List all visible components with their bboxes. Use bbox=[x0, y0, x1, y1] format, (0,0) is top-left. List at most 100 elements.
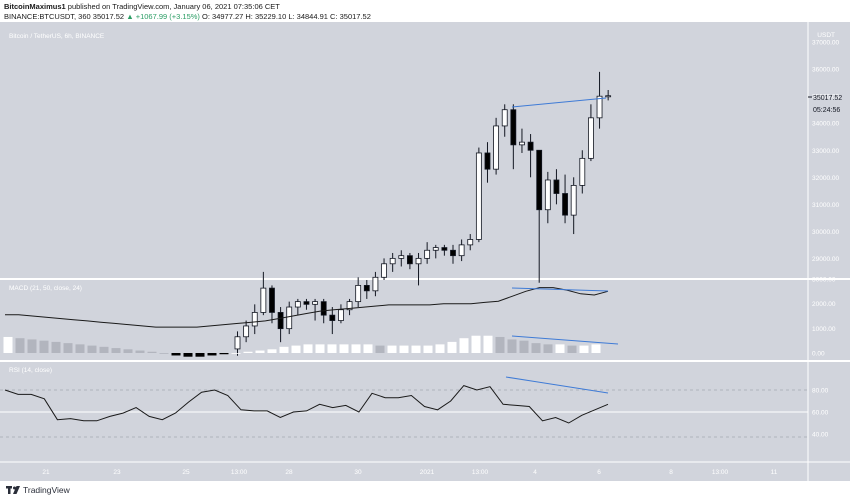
macd-histogram-bar bbox=[459, 338, 469, 353]
rsi-tick-label: 80.00 bbox=[812, 388, 829, 395]
macd-histogram-bar bbox=[123, 349, 133, 353]
candle-body bbox=[303, 301, 310, 305]
macd-histogram-bar bbox=[255, 350, 265, 353]
macd-histogram-bar bbox=[159, 353, 169, 354]
macd-histogram-bar bbox=[411, 345, 421, 353]
macd-trendline[interactable] bbox=[511, 287, 609, 292]
candle bbox=[605, 90, 612, 101]
candle bbox=[406, 252, 413, 270]
candle-body bbox=[277, 312, 284, 330]
candle-body bbox=[406, 255, 413, 265]
candle-body bbox=[596, 95, 603, 119]
tradingview-logo[interactable]: TradingView bbox=[6, 485, 70, 495]
candle bbox=[441, 244, 448, 256]
price-trendline[interactable] bbox=[511, 97, 607, 108]
candle bbox=[329, 307, 336, 335]
candle bbox=[553, 169, 560, 205]
macd-histogram-bar bbox=[399, 345, 409, 353]
candle-body bbox=[286, 306, 293, 330]
candle bbox=[251, 304, 258, 335]
macd-histogram-bar bbox=[51, 341, 61, 353]
candle bbox=[493, 117, 500, 175]
macd-histogram bbox=[3, 335, 601, 357]
candle-body bbox=[544, 179, 551, 211]
candle bbox=[260, 271, 267, 316]
candle bbox=[527, 134, 534, 178]
countdown-label: 05:24:56 bbox=[813, 107, 840, 114]
macd-histogram-bar bbox=[219, 353, 229, 355]
macd-histogram-bar bbox=[243, 351, 253, 353]
candle-body bbox=[329, 314, 336, 321]
chart-canvas[interactable]: Bitcoin / TetherUS, 6h, BINANCE USDT MAC… bbox=[0, 22, 850, 481]
candle bbox=[294, 298, 301, 316]
candle-body bbox=[475, 152, 482, 240]
price-tick-label: 36000.00 bbox=[812, 67, 839, 74]
time-axis-label: 23 bbox=[113, 469, 121, 476]
candle bbox=[544, 171, 551, 224]
candle bbox=[458, 239, 465, 262]
macd-line bbox=[5, 287, 609, 328]
last-price-label: 35017.52 bbox=[813, 95, 842, 102]
time-axis-label: 21 bbox=[42, 469, 50, 476]
price-axis-ticks: 37000.00 36000.00 35000.00 34000.00 33000.00… bbox=[812, 40, 839, 263]
candle bbox=[588, 104, 594, 162]
time-axis-label: 6 bbox=[597, 469, 601, 476]
candle-body bbox=[424, 249, 431, 259]
candle-body bbox=[389, 257, 396, 265]
macd-label: MACD (21, 50, close, 24) bbox=[9, 285, 82, 292]
macd-histogram-bar bbox=[351, 344, 361, 353]
candle bbox=[389, 252, 396, 272]
macd-histogram-bar bbox=[147, 351, 157, 353]
candle-body bbox=[398, 255, 405, 259]
macd-histogram-bar bbox=[3, 336, 13, 353]
price-tick-label: 30000.00 bbox=[812, 229, 839, 236]
candle-body bbox=[355, 285, 362, 303]
macd-histogram-bar bbox=[543, 344, 553, 353]
macd-histogram-bar bbox=[303, 344, 313, 353]
candle bbox=[450, 244, 456, 264]
candle-body bbox=[484, 152, 491, 170]
candle bbox=[501, 104, 508, 137]
author-name[interactable]: BitcoinMaximus1 bbox=[4, 2, 66, 11]
price-tick-label: 31000.00 bbox=[812, 202, 839, 209]
candle bbox=[346, 298, 353, 316]
candle-body bbox=[527, 141, 534, 151]
macd-histogram-bar bbox=[207, 353, 217, 356]
price-tick-label: 34000.00 bbox=[812, 121, 839, 128]
macd-histogram-bar bbox=[231, 353, 241, 354]
candle bbox=[355, 277, 362, 308]
candle-body bbox=[415, 257, 422, 265]
candle-body bbox=[372, 276, 379, 292]
tradingview-logo-icon bbox=[6, 486, 20, 494]
candle bbox=[510, 104, 517, 170]
candle bbox=[536, 149, 543, 283]
candle-body bbox=[536, 149, 543, 211]
rsi-tick-label: 60.00 bbox=[812, 410, 829, 417]
candle bbox=[432, 244, 439, 259]
candle-body bbox=[269, 287, 275, 313]
candle bbox=[303, 298, 310, 310]
time-axis-label: 8 bbox=[669, 469, 673, 476]
time-axis-label: 13:00 bbox=[472, 469, 489, 476]
time-axis-label: 4 bbox=[533, 469, 537, 476]
candle bbox=[286, 301, 293, 335]
macd-histogram-bar bbox=[447, 341, 457, 353]
macd-histogram-bar bbox=[171, 353, 181, 356]
macd-histogram-bar bbox=[99, 346, 109, 353]
candle-body bbox=[519, 141, 525, 146]
tradingview-brand: TradingView bbox=[23, 485, 70, 495]
candle-body bbox=[605, 95, 612, 98]
candle bbox=[372, 271, 379, 297]
macd-histogram-bar bbox=[423, 345, 433, 353]
change-text: ▲ +1067.99 (+3.15%) bbox=[126, 12, 200, 21]
rsi-trendline[interactable] bbox=[505, 376, 609, 394]
candle-body bbox=[553, 179, 560, 194]
rsi-tick-label: 40.00 bbox=[812, 432, 829, 439]
time-axis-label: 11 bbox=[771, 469, 778, 476]
candle bbox=[570, 177, 577, 235]
price-tick-label: 35000.00 bbox=[812, 94, 839, 101]
candle-body bbox=[458, 244, 465, 257]
macd-histogram-bar bbox=[519, 340, 529, 353]
histogram-trendline[interactable] bbox=[511, 335, 619, 345]
candle bbox=[562, 174, 568, 224]
